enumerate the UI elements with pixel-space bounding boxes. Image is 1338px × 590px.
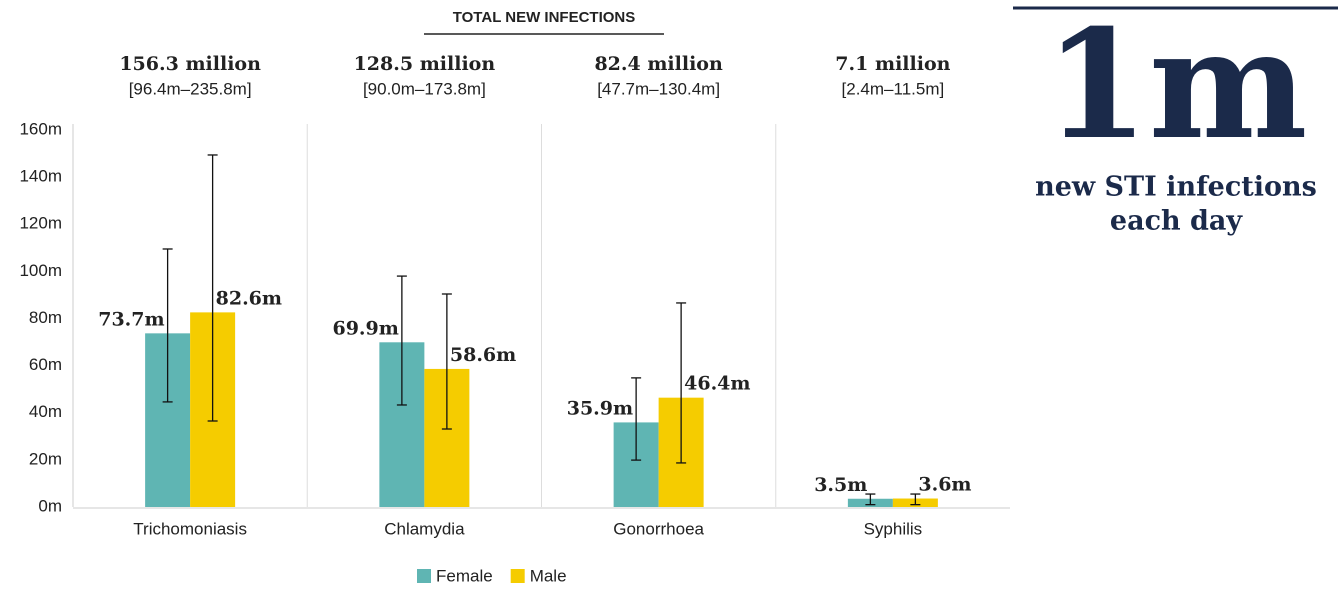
y-tick-label: 20m [29, 449, 62, 468]
value-label: 69.9m [332, 317, 398, 339]
total-label: 7.1 million [835, 53, 950, 75]
legend-label: Male [530, 566, 567, 585]
y-tick-label: 120m [19, 214, 62, 233]
legend-label: Female [436, 566, 493, 585]
total-range: [96.4m–235.8m] [129, 79, 252, 98]
y-tick-label: 160m [19, 119, 62, 138]
x-tick-label: Syphilis [864, 519, 923, 538]
total-label: 156.3 million [119, 53, 261, 75]
total-range: [90.0m–173.8m] [363, 79, 486, 98]
legend-swatch [417, 569, 431, 583]
total-label: 128.5 million [354, 53, 496, 75]
value-label: 3.6m [918, 474, 971, 496]
total-range: [47.7m–130.4m] [597, 79, 720, 98]
legend-swatch [510, 569, 525, 583]
y-tick-label: 40m [29, 402, 62, 421]
y-tick-label: 80m [29, 308, 62, 327]
x-tick-label: Trichomoniasis [133, 519, 247, 538]
callout-text: each day [1110, 206, 1244, 237]
value-label: 3.5m [814, 474, 867, 496]
y-tick-label: 140m [19, 167, 62, 186]
x-tick-label: Chlamydia [384, 519, 465, 538]
y-tick-label: 0m [38, 496, 62, 515]
total-label: 82.4 million [594, 53, 723, 75]
value-label: 73.7m [98, 308, 164, 330]
chart-title: TOTAL NEW INFECTIONS [453, 9, 636, 26]
value-label: 82.6m [216, 287, 282, 309]
value-label: 35.9m [567, 397, 633, 419]
y-tick-label: 60m [29, 355, 62, 374]
callout-text: new STI infections [1035, 172, 1317, 203]
x-tick-label: Gonorrhoea [613, 519, 704, 538]
total-range: [2.4m–11.5m] [842, 79, 945, 98]
callout-number: 1m [1044, 0, 1307, 173]
value-label: 46.4m [684, 373, 750, 395]
value-label: 58.6m [450, 344, 516, 366]
y-tick-label: 100m [19, 261, 62, 280]
